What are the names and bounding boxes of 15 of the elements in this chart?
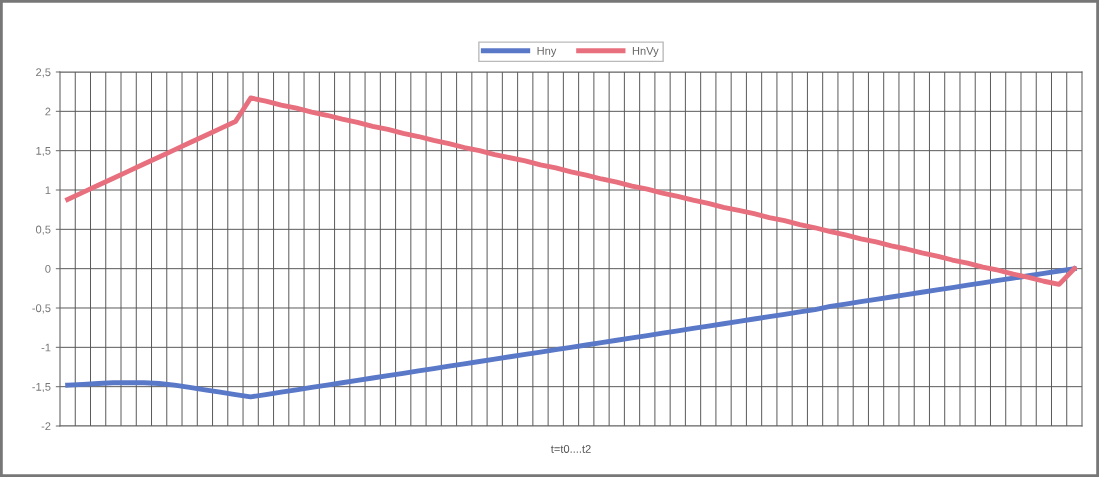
y-tick-label: 1,5 [36, 147, 51, 157]
y-tick-label: -1 [41, 343, 51, 352]
y-tick-label: 2,5 [36, 68, 51, 78]
y-tick-label: -1,5 [32, 383, 51, 393]
y-tick-label: 1 [45, 186, 51, 195]
legend-label: Hny [537, 47, 557, 57]
line-series [65, 266, 1077, 400]
y-tick-label: 2 [45, 107, 51, 116]
y-tick-label: 0,5 [35, 225, 51, 235]
y-tick-label: 0 [45, 264, 51, 273]
line-series [65, 95, 1077, 287]
y-tick-label: -0,5 [32, 304, 51, 314]
x-axis-title: t=t0....t2 [550, 445, 591, 453]
legend-label: HnVy [632, 47, 659, 57]
y-tick-label: -2 [41, 422, 51, 431]
